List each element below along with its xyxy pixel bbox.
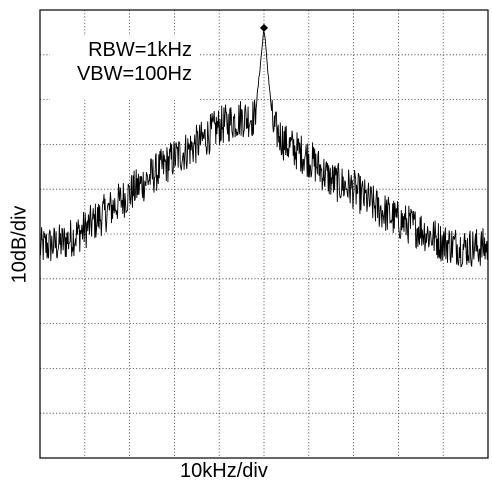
annotation-box: RBW=1kHz VBW=100Hz: [50, 36, 200, 100]
x-axis-label: 10kHz/div: [180, 460, 268, 482]
vbw-annotation: VBW=100Hz: [76, 63, 192, 85]
y-axis-label: 10dB/div: [4, 0, 36, 488]
y-axis-label-text: 10dB/div: [8, 205, 31, 283]
rbw-annotation: RBW=1kHz: [88, 39, 192, 61]
plot-frame: [39, 9, 489, 459]
peak-marker: [260, 23, 268, 32]
spectrum-trace: [39, 29, 489, 268]
